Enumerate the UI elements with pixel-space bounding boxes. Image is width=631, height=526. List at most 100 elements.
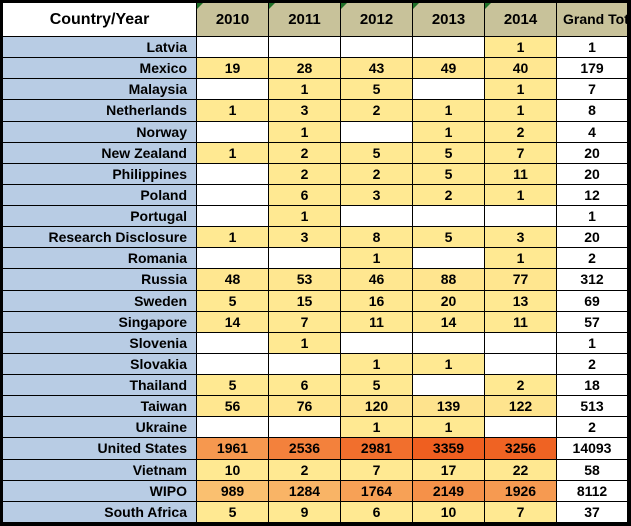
value-cell[interactable]: 7 <box>484 141 557 164</box>
value-cell[interactable] <box>268 247 341 270</box>
grand-total-header-cell[interactable]: Grand Total <box>556 2 628 37</box>
country-cell[interactable]: Philippines <box>2 162 197 185</box>
value-cell[interactable] <box>412 35 485 59</box>
value-cell[interactable]: 3256 <box>484 437 557 460</box>
country-cell[interactable]: Mexico <box>2 57 197 80</box>
value-cell[interactable]: 1961 <box>196 437 269 460</box>
country-cell[interactable]: Russia <box>2 268 197 291</box>
grand-total-cell[interactable]: 18 <box>556 373 628 397</box>
value-cell[interactable]: 1764 <box>340 479 413 502</box>
country-cell[interactable]: Ukraine <box>2 416 197 439</box>
value-cell[interactable]: 10 <box>412 500 485 524</box>
value-cell[interactable]: 989 <box>196 479 269 502</box>
value-cell[interactable]: 76 <box>268 395 341 418</box>
value-cell[interactable]: 2536 <box>268 437 341 460</box>
value-cell[interactable]: 6 <box>268 373 341 397</box>
value-cell[interactable] <box>196 120 269 143</box>
value-cell[interactable]: 2149 <box>412 479 485 502</box>
grand-total-cell[interactable]: 8 <box>556 99 628 122</box>
value-cell[interactable]: 5 <box>340 373 413 397</box>
value-cell[interactable]: 5 <box>196 289 269 312</box>
value-cell[interactable]: 15 <box>268 289 341 312</box>
value-cell[interactable]: 11 <box>484 310 557 333</box>
value-cell[interactable]: 2 <box>412 183 485 207</box>
value-cell[interactable] <box>196 35 269 59</box>
value-cell[interactable]: 1 <box>484 183 557 207</box>
grand-total-cell[interactable]: 20 <box>556 162 628 185</box>
value-cell[interactable]: 5 <box>412 226 485 249</box>
value-cell[interactable]: 3 <box>268 226 341 249</box>
grand-total-cell[interactable]: 2 <box>556 247 628 270</box>
value-cell[interactable] <box>268 35 341 59</box>
value-cell[interactable]: 1284 <box>268 479 341 502</box>
value-cell[interactable]: 53 <box>268 268 341 291</box>
year-header-cell[interactable]: 2012 <box>340 2 413 37</box>
grand-total-cell[interactable]: 1 <box>556 204 628 228</box>
value-cell[interactable] <box>196 183 269 207</box>
value-cell[interactable]: 9 <box>268 500 341 524</box>
value-cell[interactable]: 11 <box>340 310 413 333</box>
value-cell[interactable] <box>196 416 269 439</box>
value-cell[interactable]: 88 <box>412 268 485 291</box>
value-cell[interactable] <box>340 120 413 143</box>
value-cell[interactable] <box>340 204 413 228</box>
value-cell[interactable]: 40 <box>484 57 557 80</box>
value-cell[interactable]: 2 <box>268 458 341 481</box>
value-cell[interactable]: 2 <box>340 99 413 122</box>
value-cell[interactable]: 1 <box>340 352 413 376</box>
grand-total-cell[interactable]: 20 <box>556 226 628 249</box>
value-cell[interactable] <box>268 352 341 376</box>
country-cell[interactable]: Vietnam <box>2 458 197 481</box>
country-cell[interactable]: United States <box>2 437 197 460</box>
value-cell[interactable] <box>484 204 557 228</box>
value-cell[interactable] <box>268 416 341 439</box>
value-cell[interactable]: 2 <box>484 373 557 397</box>
value-cell[interactable]: 2 <box>340 162 413 185</box>
value-cell[interactable]: 2 <box>484 120 557 143</box>
value-cell[interactable]: 6 <box>268 183 341 207</box>
value-cell[interactable]: 13 <box>484 289 557 312</box>
value-cell[interactable]: 3 <box>484 226 557 249</box>
corner-header-cell[interactable]: Country/Year <box>2 2 197 37</box>
grand-total-cell[interactable]: 57 <box>556 310 628 333</box>
value-cell[interactable]: 77 <box>484 268 557 291</box>
value-cell[interactable]: 1 <box>412 416 485 439</box>
value-cell[interactable] <box>196 247 269 270</box>
value-cell[interactable]: 5 <box>340 78 413 101</box>
year-header-cell[interactable]: 2014 <box>484 2 557 37</box>
value-cell[interactable] <box>196 352 269 376</box>
value-cell[interactable]: 48 <box>196 268 269 291</box>
value-cell[interactable]: 7 <box>484 500 557 524</box>
value-cell[interactable]: 16 <box>340 289 413 312</box>
value-cell[interactable] <box>484 416 557 439</box>
value-cell[interactable]: 1 <box>484 78 557 101</box>
country-cell[interactable]: Norway <box>2 120 197 143</box>
value-cell[interactable]: 1 <box>412 99 485 122</box>
country-cell[interactable]: New Zealand <box>2 141 197 164</box>
value-cell[interactable]: 1 <box>484 99 557 122</box>
grand-total-cell[interactable]: 2 <box>556 352 628 376</box>
year-header-cell[interactable]: 2013 <box>412 2 485 37</box>
value-cell[interactable]: 1 <box>196 141 269 164</box>
grand-total-cell[interactable]: 2 <box>556 416 628 439</box>
value-cell[interactable] <box>484 352 557 376</box>
value-cell[interactable]: 22 <box>484 458 557 481</box>
value-cell[interactable] <box>412 247 485 270</box>
value-cell[interactable]: 46 <box>340 268 413 291</box>
value-cell[interactable] <box>196 204 269 228</box>
value-cell[interactable]: 7 <box>340 458 413 481</box>
country-cell[interactable]: Sweden <box>2 289 197 312</box>
value-cell[interactable]: 3 <box>268 99 341 122</box>
value-cell[interactable] <box>196 78 269 101</box>
country-cell[interactable]: Netherlands <box>2 99 197 122</box>
value-cell[interactable]: 8 <box>340 226 413 249</box>
grand-total-cell[interactable]: 14093 <box>556 437 628 460</box>
grand-total-cell[interactable]: 12 <box>556 183 628 207</box>
grand-total-cell[interactable]: 69 <box>556 289 628 312</box>
value-cell[interactable]: 1 <box>340 416 413 439</box>
grand-total-cell[interactable]: 4 <box>556 120 628 143</box>
value-cell[interactable] <box>484 331 557 354</box>
value-cell[interactable]: 5 <box>412 162 485 185</box>
value-cell[interactable]: 2981 <box>340 437 413 460</box>
value-cell[interactable]: 28 <box>268 57 341 80</box>
